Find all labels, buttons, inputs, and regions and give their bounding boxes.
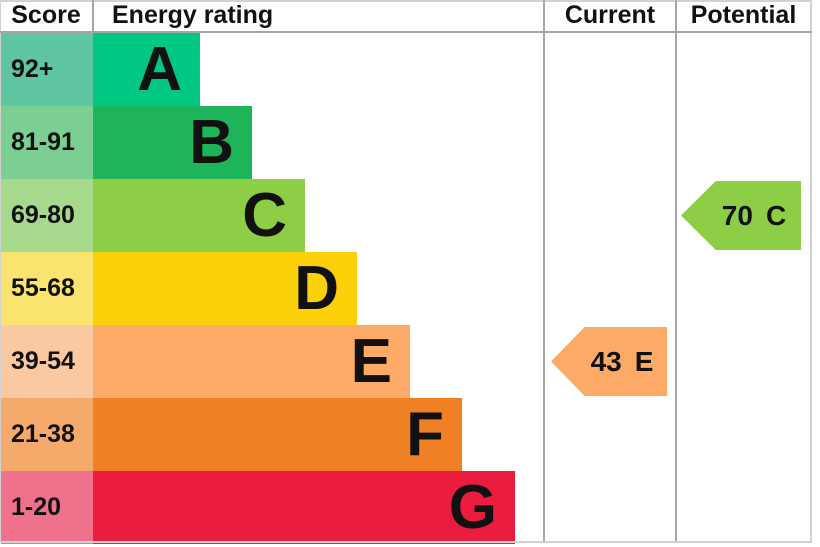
band-row-f: 21-38 F — [1, 398, 515, 471]
band-letter: F — [406, 400, 444, 469]
frame-bottom-border — [0, 541, 812, 543]
band-score-range: 69-80 — [1, 179, 93, 252]
band-row-b: 81-91 B — [1, 106, 515, 179]
frame-top-border — [0, 0, 812, 2]
band-row-c: 69-80 C — [1, 179, 515, 252]
band-score-range: 92+ — [1, 33, 93, 106]
potential-arrow: 70 C — [681, 181, 801, 250]
divider-score-column — [92, 0, 94, 31]
band-bar: G — [93, 471, 515, 544]
band-bar: B — [93, 106, 252, 179]
band-score-range: 39-54 — [1, 325, 93, 398]
band-bar: C — [93, 179, 305, 252]
band-row-a: 92+ A — [1, 33, 515, 106]
band-score-range: 81-91 — [1, 106, 93, 179]
band-letter: C — [242, 181, 287, 250]
band-row-g: 1-20 G — [1, 471, 515, 544]
band-rows: 92+ A 81-91 B 69-80 C 55-68 D 39-54 E 21… — [1, 33, 515, 544]
band-letter: G — [448, 473, 497, 542]
divider-potential-column — [675, 0, 677, 541]
band-bar: F — [93, 398, 462, 471]
header-potential: Potential — [690, 1, 797, 29]
header-score: Score — [11, 1, 81, 29]
current-value: 43 — [590, 345, 622, 377]
band-score-range: 55-68 — [1, 252, 93, 325]
band-bar: A — [93, 33, 200, 106]
band-letter: B — [189, 108, 234, 177]
potential-letter: C — [765, 199, 787, 231]
band-score-range: 21-38 — [1, 398, 93, 471]
band-score-range: 1-20 — [1, 471, 93, 544]
current-arrow: 43 E — [551, 327, 667, 396]
divider-current-column — [543, 0, 545, 541]
band-row-e: 39-54 E — [1, 325, 515, 398]
header-underline — [0, 31, 812, 33]
current-letter: E — [634, 345, 654, 377]
frame-right-border — [810, 0, 812, 543]
frame-left-border — [0, 0, 1, 543]
band-letter: E — [350, 327, 392, 396]
header-energy-rating: Energy rating — [112, 1, 274, 29]
band-bar: D — [93, 252, 357, 325]
band-bar: E — [93, 325, 410, 398]
band-letter: D — [294, 254, 339, 323]
header-current: Current — [564, 1, 656, 29]
band-letter: A — [137, 35, 182, 104]
band-row-d: 55-68 D — [1, 252, 515, 325]
potential-value: 70 — [721, 199, 753, 231]
